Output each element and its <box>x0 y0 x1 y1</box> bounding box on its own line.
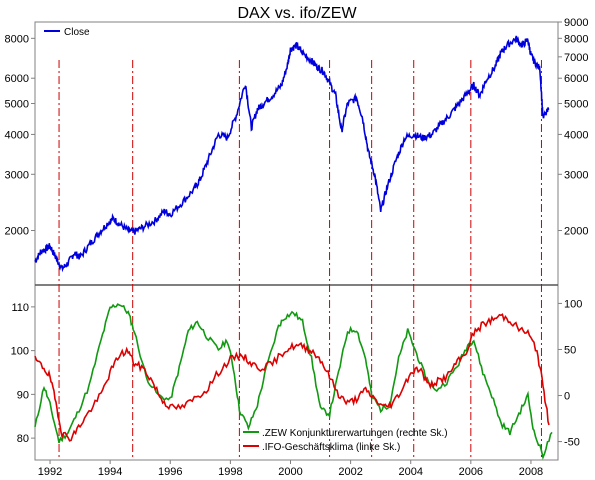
top-left-axis-tick-label: 4000 <box>5 129 29 141</box>
bottom-right-axis-tick-label: -50 <box>564 437 580 449</box>
legend-ifo-label: .IFO-Geschäftsklima (linke Sk.) <box>262 442 400 453</box>
top-right-axis-tick-label: 9000 <box>564 17 588 29</box>
top-right-axis-tick-label: 7000 <box>564 52 588 64</box>
top-right-axis-tick-label: 6000 <box>564 73 588 85</box>
annotation-layer <box>58 60 542 460</box>
x-axis-tick-label: 1998 <box>218 466 242 478</box>
x-axis-tick-label: 2002 <box>338 466 362 478</box>
top-right-axis-tick-label: 8000 <box>564 33 588 45</box>
chart-title: DAX vs. ifo/ZEW <box>237 5 357 22</box>
legend-layer: Close .ZEW Konjunkturerwartungen (rechte … <box>44 27 448 453</box>
top-panel-frame <box>34 21 559 286</box>
x-axis-tick-label: 2000 <box>278 466 302 478</box>
zew-series-line <box>34 303 553 461</box>
top-left-axis-tick-label: 2000 <box>5 226 29 238</box>
bottom-right-axis-tick-label: 50 <box>564 344 576 356</box>
x-axis-tick-label: 2006 <box>459 466 483 478</box>
top-left-axis-tick-label: 5000 <box>5 98 29 110</box>
legend-close-label: Close <box>64 27 90 38</box>
x-axis-tick-label: 2008 <box>519 466 543 478</box>
axes-layer: 2000 3000 4000 5000 6000 8000 2000 3000 4000 5000… <box>5 17 589 478</box>
x-axis-tick-label: 2004 <box>398 466 422 478</box>
close-series-line <box>34 35 550 273</box>
ifo-series-line <box>34 313 550 442</box>
top-right-axis-tick-label: 3000 <box>564 169 588 181</box>
bottom-right-axis-tick-label: 100 <box>564 298 582 310</box>
top-left-axis-tick-label: 3000 <box>5 169 29 181</box>
top-left-axis-tick-label: 8000 <box>5 33 29 45</box>
bottom-left-axis-tick-label: 100 <box>11 346 29 358</box>
x-axis-tick-label: 1992 <box>38 466 62 478</box>
top-right-axis-tick-label: 4000 <box>564 129 588 141</box>
bottom-left-axis-tick-label: 80 <box>17 433 29 445</box>
top-right-axis-tick-label: 2000 <box>564 226 588 238</box>
series-layer <box>34 35 553 461</box>
bottom-right-axis-tick-label: 0 <box>564 391 570 403</box>
bottom-left-axis-tick-label: 110 <box>11 302 29 314</box>
bottom-left-axis-tick-label: 90 <box>17 389 29 401</box>
x-axis-tick-label: 1994 <box>98 466 122 478</box>
x-axis-tick-label: 1996 <box>158 466 182 478</box>
legend-zew-label: .ZEW Konjunkturerwartungen (rechte Sk.) <box>262 428 448 439</box>
top-right-axis-tick-label: 5000 <box>564 98 588 110</box>
top-left-axis-tick-label: 6000 <box>5 73 29 85</box>
